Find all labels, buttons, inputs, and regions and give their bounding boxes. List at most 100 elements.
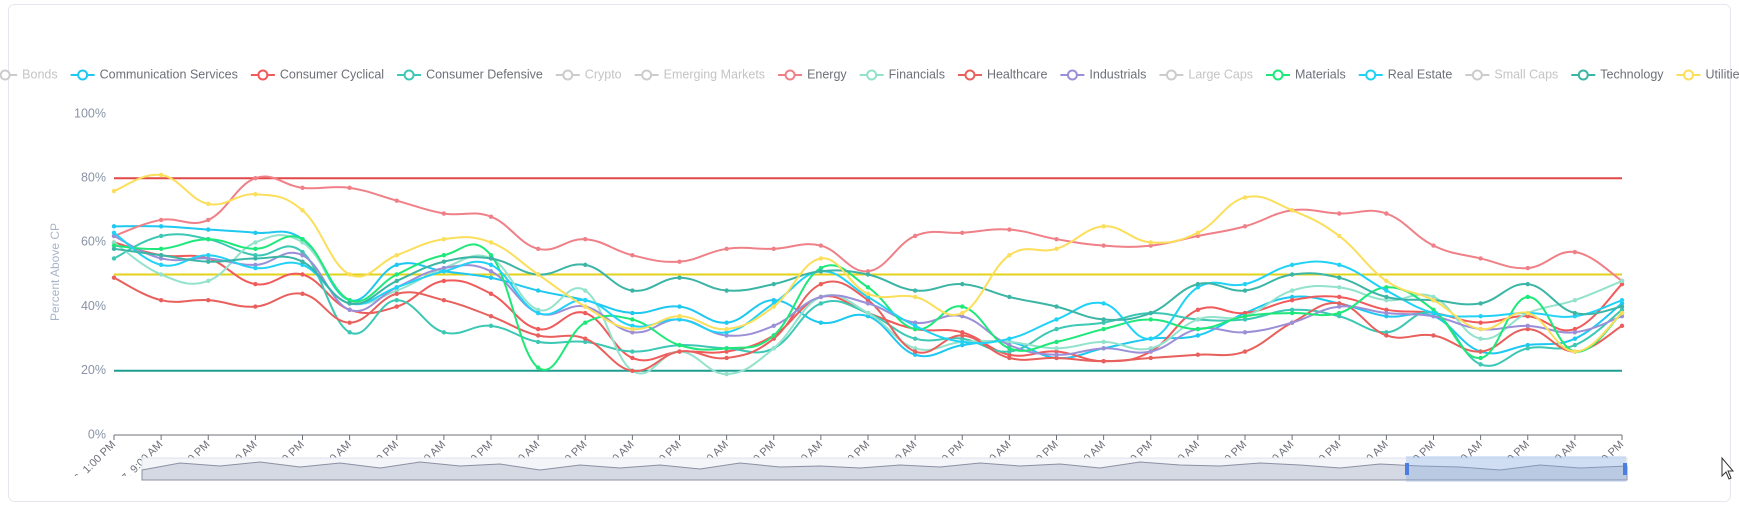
data-point (1007, 227, 1012, 232)
data-point (677, 304, 682, 309)
data-point (1478, 355, 1483, 361)
data-point (394, 304, 399, 309)
zoom-selection[interactable] (1406, 456, 1626, 482)
data-point (960, 314, 965, 319)
data-point (630, 330, 635, 335)
data-point (394, 297, 399, 303)
legend-item[interactable]: Energy (778, 67, 847, 81)
legend-item[interactable]: Real Estate (1358, 67, 1453, 81)
data-point (488, 253, 494, 258)
series-line (113, 235, 1623, 356)
data-point (158, 233, 164, 239)
legend-label: Communication Services (100, 67, 238, 81)
data-point (253, 256, 258, 261)
data-point (1242, 314, 1248, 319)
zoom-handle[interactable] (1405, 463, 1409, 475)
legend-item[interactable]: Communication Services (70, 67, 238, 81)
data-point (724, 288, 729, 293)
legend-item[interactable]: Materials (1266, 67, 1346, 81)
data-point (771, 304, 776, 309)
data-point (724, 330, 729, 335)
data-point (158, 262, 164, 268)
legend-item[interactable]: Consumer Cyclical (250, 67, 384, 81)
data-point (1195, 307, 1201, 313)
data-point (1195, 317, 1201, 322)
data-point (441, 236, 447, 242)
data-point (960, 333, 965, 338)
data-point (724, 355, 729, 361)
zoom-handle[interactable] (1623, 463, 1627, 475)
data-point (158, 217, 164, 223)
data-point (1337, 310, 1342, 316)
data-point (1148, 336, 1153, 341)
data-point (1572, 326, 1578, 332)
data-point (158, 256, 164, 261)
legend-item[interactable]: Small Caps (1465, 67, 1558, 81)
data-point (488, 275, 494, 280)
legend-item[interactable]: Industrials (1060, 67, 1146, 81)
data-point (1195, 326, 1201, 332)
data-point (347, 307, 352, 313)
data-point (300, 236, 305, 242)
data-point (912, 294, 918, 300)
legend-item[interactable]: Consumer Defensive (397, 67, 543, 81)
data-point (300, 291, 305, 296)
data-point (441, 211, 447, 216)
legend-item[interactable]: Utilities (1676, 67, 1739, 81)
data-point (865, 301, 871, 306)
legend-label: Energy (807, 67, 847, 81)
data-point (583, 336, 588, 341)
data-point (488, 323, 494, 329)
legend-icon-dot (1066, 69, 1078, 81)
data-point (394, 285, 399, 290)
legend-item[interactable]: Large Caps (1159, 67, 1253, 81)
data-point (1101, 358, 1106, 364)
data-point (1007, 294, 1012, 300)
data-point (960, 330, 965, 335)
data-point (253, 176, 258, 181)
data-point (1289, 307, 1295, 313)
legend-item[interactable]: Emerging Markets (634, 67, 765, 81)
zoom-preview (141, 461, 1628, 481)
data-point (1101, 317, 1106, 322)
data-point (488, 314, 494, 319)
data-point (1101, 301, 1106, 306)
data-point (300, 240, 305, 245)
data-point (630, 323, 635, 329)
legend-icon-dot (1365, 69, 1377, 81)
legend-item[interactable]: Bonds (0, 67, 58, 81)
data-point (865, 272, 871, 277)
data-point (1101, 320, 1106, 325)
data-point (253, 230, 258, 235)
legend-label: Consumer Cyclical (280, 67, 384, 81)
legend-item[interactable]: Crypto (555, 67, 622, 81)
data-point (677, 317, 682, 322)
legend-item[interactable]: Financials (859, 67, 945, 81)
data-point (865, 297, 871, 303)
legend-item[interactable]: Technology (1571, 67, 1664, 81)
data-point (394, 288, 399, 293)
data-point (1148, 243, 1153, 248)
legend-label: Financials (889, 67, 945, 81)
legend-label: Utilities (1706, 67, 1739, 81)
data-point (1478, 301, 1483, 306)
legend-item[interactable]: Healthcare (957, 67, 1047, 81)
legend-label: Materials (1295, 67, 1346, 81)
data-point (535, 365, 541, 370)
data-point (630, 349, 635, 354)
data-point (1054, 236, 1059, 242)
data-point (912, 233, 918, 239)
data-point (1337, 314, 1342, 319)
legend-icon-dot (403, 69, 415, 81)
data-point (1619, 281, 1625, 287)
data-point (1195, 233, 1201, 239)
data-point (1007, 352, 1012, 357)
legend-label: Emerging Markets (664, 67, 765, 81)
data-point (1525, 310, 1530, 316)
data-point (1242, 224, 1248, 229)
data-point (1289, 294, 1295, 300)
data-point (865, 294, 871, 300)
data-point (1148, 346, 1153, 351)
data-point (1384, 307, 1389, 313)
legend-icon-dot (257, 69, 269, 81)
